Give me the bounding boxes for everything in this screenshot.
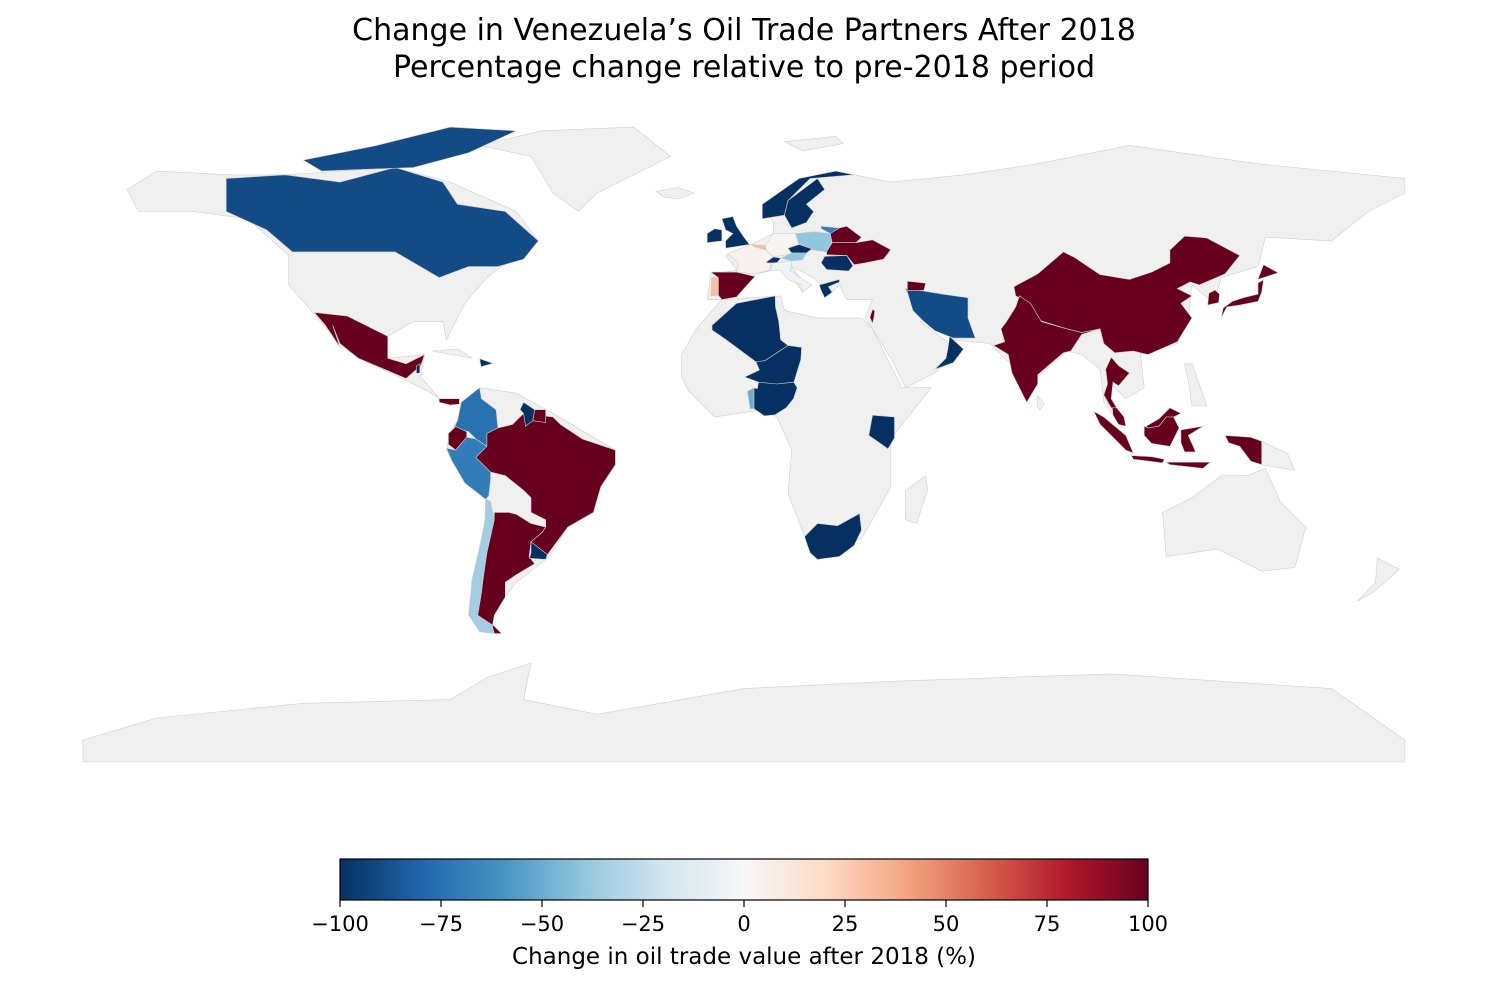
landmass-svalbard — [783, 135, 844, 152]
country-switzerland — [765, 256, 782, 264]
country-south-korea — [1207, 289, 1220, 306]
landmass-new-zealand — [1356, 557, 1400, 602]
country-indonesia — [1180, 425, 1204, 453]
country-italy — [769, 260, 813, 293]
colorbar-ticks — [339, 900, 1149, 907]
country-kenya — [868, 414, 895, 450]
country-portugal — [710, 277, 719, 297]
landmass-sri-lanka — [1036, 394, 1045, 411]
country-japan — [1221, 279, 1264, 319]
country-south-africa — [804, 513, 862, 560]
country-sweden — [784, 178, 826, 229]
country-benin — [746, 387, 755, 410]
country-ireland — [706, 228, 723, 244]
landmass-cuba — [431, 348, 473, 359]
country-indonesia — [1130, 455, 1165, 464]
country-iran — [904, 288, 976, 339]
colorbar — [339, 858, 1149, 901]
colorbar-tick-label: −75 — [418, 912, 464, 936]
colorbar-tick-label: 75 — [1033, 912, 1061, 936]
landmass-greenland — [479, 126, 672, 212]
country-layer — [225, 126, 1279, 634]
country-indonesia — [1093, 410, 1134, 454]
landmass-philippines — [1184, 363, 1208, 407]
country-india — [993, 295, 1101, 403]
country-azerbaijan — [907, 280, 927, 291]
country-greece — [818, 279, 840, 299]
country-indonesia — [1143, 416, 1180, 447]
map-title: Change in Venezuela’s Oil Trade Partners… — [352, 13, 1136, 48]
country-belize — [416, 363, 421, 374]
colorbar-tick-label: −100 — [311, 912, 369, 936]
country-mexico — [313, 312, 426, 379]
country-canada — [302, 126, 517, 172]
country-japan — [1257, 264, 1279, 280]
country-argentina — [477, 512, 547, 634]
colorbar-tick-label: −50 — [519, 912, 565, 936]
country-nigeria — [753, 381, 798, 417]
colorbar-tick-label: 0 — [737, 912, 751, 936]
country-ukraine — [826, 239, 892, 266]
landmass-madagascar — [905, 475, 928, 524]
country-romania — [820, 255, 854, 272]
country-panama — [438, 398, 460, 406]
landmass-australia — [1162, 468, 1307, 572]
country-brazil — [475, 413, 616, 556]
landmass-africa — [681, 295, 932, 561]
country-united-kingdom — [721, 216, 751, 249]
country-canada — [225, 167, 539, 278]
country-indonesia — [1165, 461, 1212, 469]
country-israel — [869, 309, 876, 325]
colorbar-label: Change in oil trade value after 2018 (%) — [512, 944, 976, 970]
landmass-iceland — [655, 187, 696, 200]
country-indonesia — [1224, 435, 1262, 466]
colorbar-tick-label: −25 — [620, 912, 666, 936]
country-czechia — [787, 244, 813, 254]
country-algeria — [711, 295, 789, 363]
colorbar-tick-label: 100 — [1127, 912, 1169, 936]
colorbar-tick-label: 25 — [831, 912, 859, 936]
landmass-antarctica — [82, 662, 1406, 763]
map-subtitle: Percentage change relative to pre-2018 p… — [392, 50, 1096, 85]
country-dominican-republic — [479, 358, 494, 368]
country-malaysia — [1111, 407, 1127, 427]
landmass-papua-new-guinea — [1261, 440, 1296, 471]
country-austria — [779, 252, 807, 262]
country-oman — [934, 335, 964, 370]
country-suriname — [532, 409, 547, 423]
colorbar-tick-label: 50 — [932, 912, 960, 936]
